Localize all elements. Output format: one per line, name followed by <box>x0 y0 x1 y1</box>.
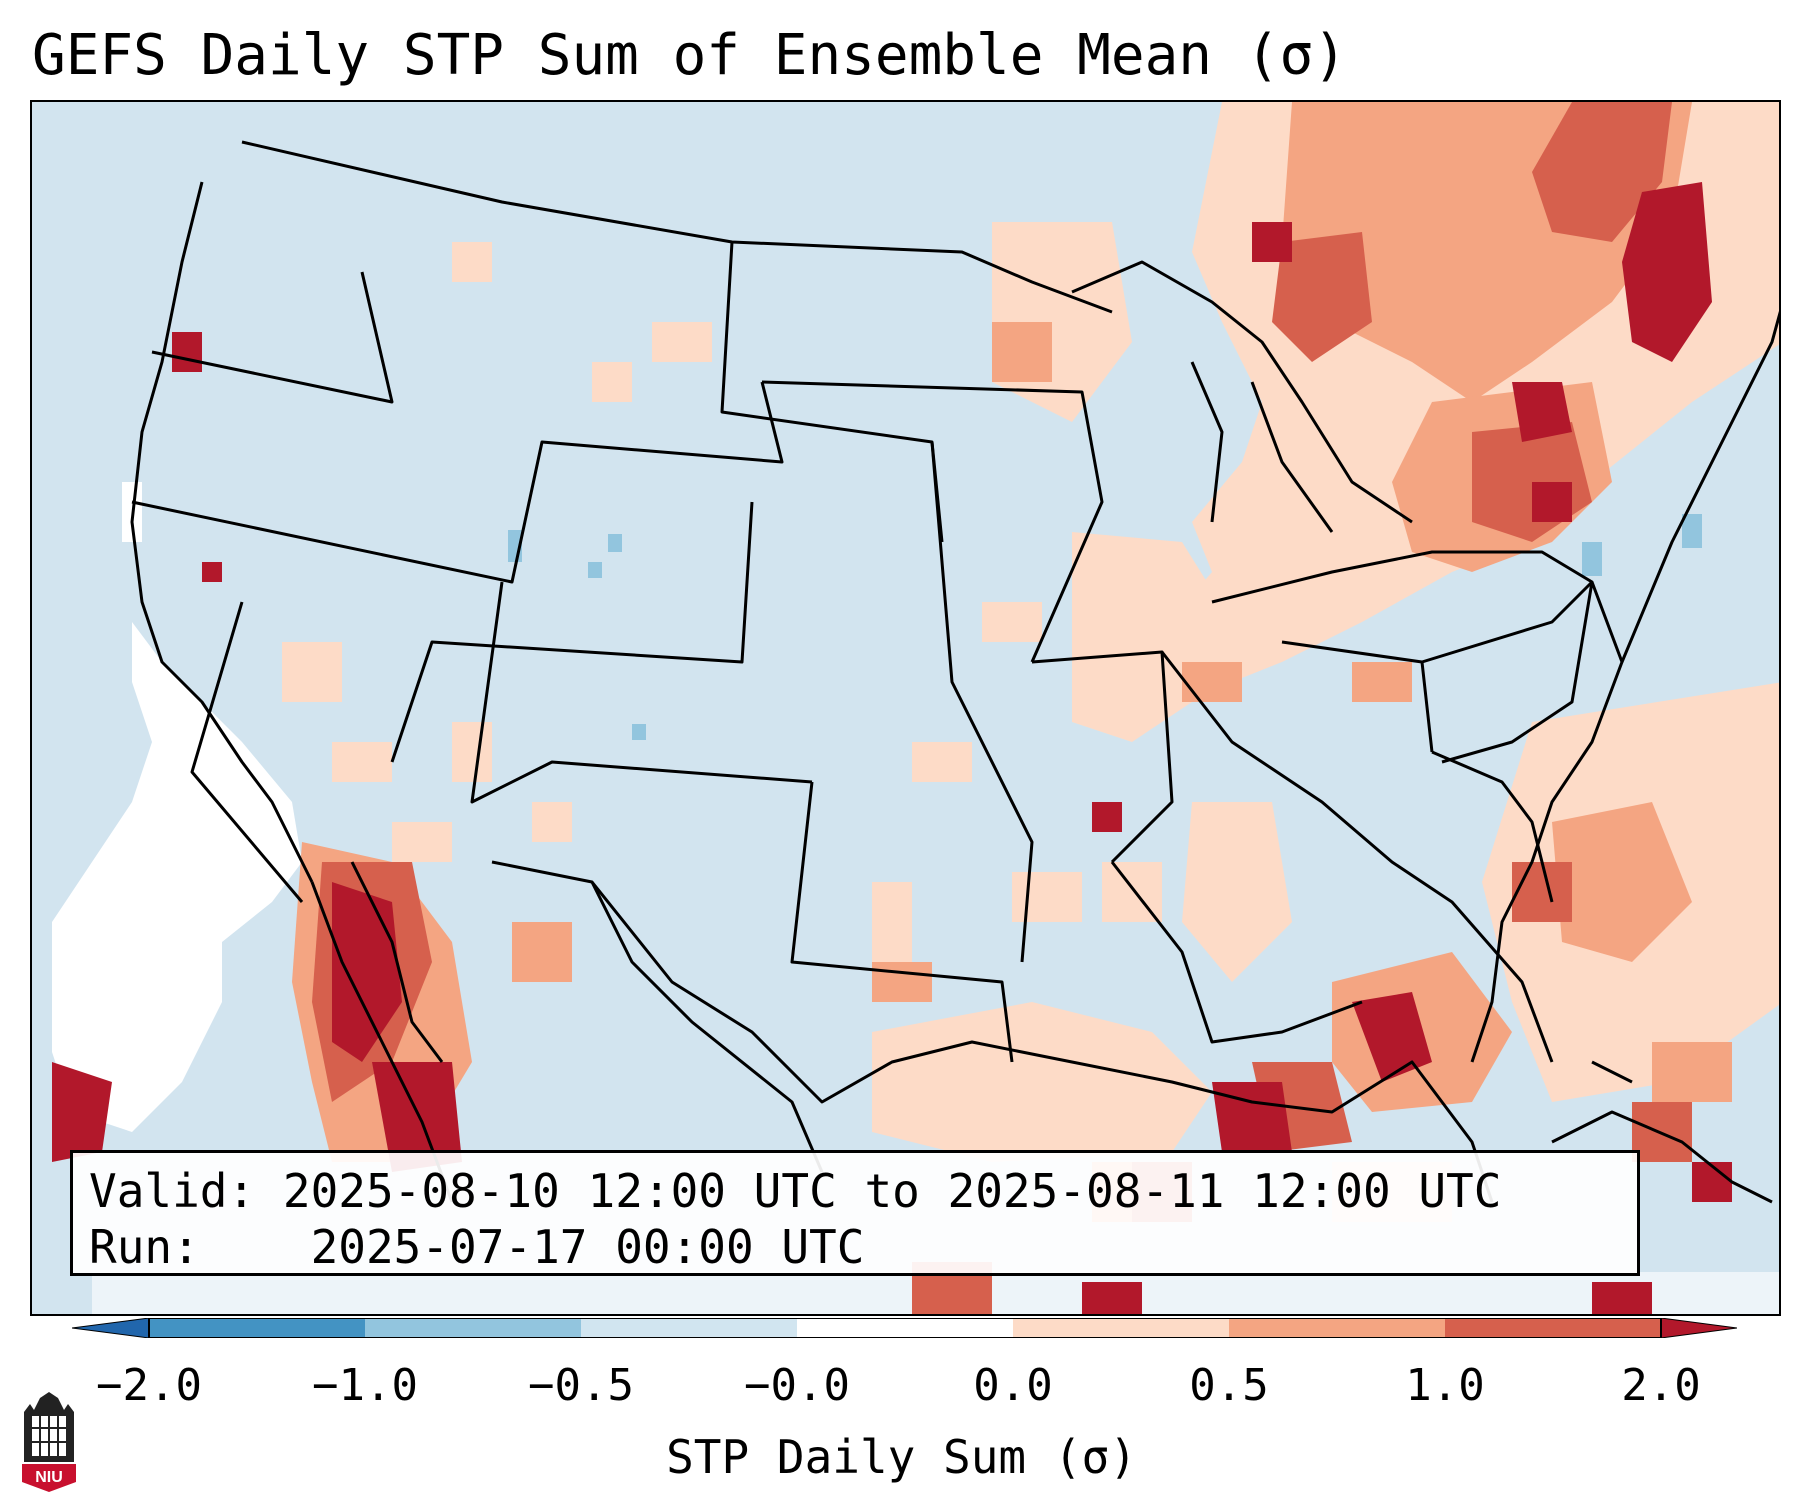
boundaries <box>130 140 1779 1204</box>
colorbar-extend-low <box>72 1318 150 1338</box>
colorbar-tick: −1.0 <box>312 1360 418 1411</box>
colorbar-bin <box>581 1318 797 1338</box>
colorbar-bin <box>1229 1318 1445 1338</box>
run-label: Run: <box>89 1220 200 1274</box>
valid-label: Valid: <box>89 1164 256 1218</box>
colorbar-bin <box>149 1318 365 1338</box>
colorbar-bin <box>797 1318 1013 1338</box>
colorbar-bin <box>1445 1318 1661 1338</box>
run-value: 2025-07-17 00:00 UTC <box>310 1220 865 1274</box>
valid-value: 2025-08-10 12:00 UTC to 2025-08-11 12:00… <box>282 1164 1502 1218</box>
colorbar-tick: 1.0 <box>1405 1360 1485 1411</box>
colorbar-tick: 2.0 <box>1621 1360 1701 1411</box>
map-panel: Valid: 2025-08-10 12:00 UTC to 2025-08-1… <box>30 100 1781 1316</box>
colorbar-label: STP Daily Sum (σ) <box>666 1430 1137 1484</box>
stp-map <box>52 102 1779 1314</box>
colorbar-tick: −0.5 <box>528 1360 634 1411</box>
colorbar-frame <box>148 1318 1662 1338</box>
map-title: GEFS Daily STP Sum of Ensemble Mean (σ) <box>32 23 1347 88</box>
colorbar-extend-high <box>1660 1318 1737 1338</box>
colorbar-tick: −0.0 <box>744 1360 850 1411</box>
colorbar-bin <box>365 1318 581 1338</box>
colorbar <box>72 1318 1737 1338</box>
colorbar-tick: 0.5 <box>1189 1360 1269 1411</box>
colorbar-tick: −2.0 <box>96 1360 202 1411</box>
colorbar-tick: 0.0 <box>973 1360 1053 1411</box>
niu-logo: NIU <box>22 1392 76 1492</box>
colorbar-bin <box>1013 1318 1229 1338</box>
valid-run-box: Valid: 2025-08-10 12:00 UTC to 2025-08-1… <box>70 1150 1640 1276</box>
logo-text: NIU <box>35 1469 63 1486</box>
